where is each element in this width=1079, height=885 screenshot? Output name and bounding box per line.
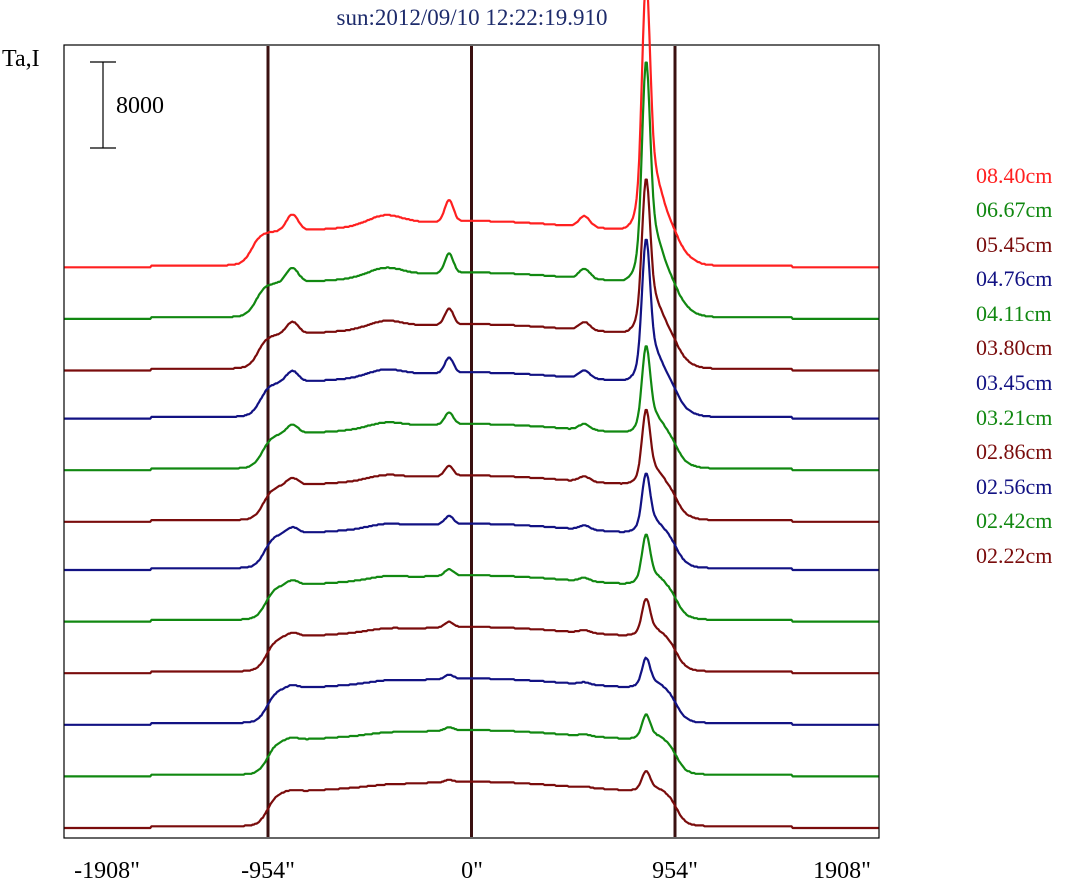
x-tick-label: 0": [461, 858, 483, 884]
legend-item: 06.67cm: [976, 197, 1052, 222]
series-line: [64, 533, 879, 623]
x-tick-label: -954": [241, 858, 295, 884]
vertical-lines: [266, 46, 677, 837]
legend-item: 03.21cm: [976, 405, 1052, 430]
series-line: [64, 345, 879, 472]
legend: 08.40cm 06.67cm 05.45cm 04.76cm 04.11cm …: [976, 163, 1052, 568]
x-tick-label: -1908": [74, 858, 140, 884]
legend-item: 04.76cm: [976, 266, 1052, 291]
series-line: [64, 61, 879, 320]
scale-bar: 8000: [90, 61, 164, 149]
series-line: [64, 472, 879, 572]
series-line: [64, 598, 879, 675]
x-ticks: -1908" -954" 0" 954" 1908": [74, 858, 871, 884]
legend-item: 08.40cm: [976, 163, 1052, 188]
x-tick-label: 1908": [813, 858, 871, 884]
legend-item: 02.22cm: [976, 543, 1052, 568]
series-line: [64, 713, 879, 778]
chart-title: sun:2012/09/10 12:22:19.910: [337, 5, 608, 30]
series-group: [64, 0, 879, 830]
series-line: [64, 770, 879, 830]
plot-frame: [63, 44, 880, 839]
legend-item: 02.42cm: [976, 508, 1052, 533]
series-line: [64, 238, 879, 420]
legend-item: 02.56cm: [976, 474, 1052, 499]
y-axis-label: Ta,I: [2, 46, 40, 72]
series-line: [64, 178, 879, 372]
legend-item: 05.45cm: [976, 232, 1052, 257]
legend-item: 02.86cm: [976, 439, 1052, 464]
series-line: [64, 408, 879, 523]
legend-item: 03.80cm: [976, 335, 1052, 360]
series-line: [64, 0, 879, 269]
scale-bar-label: 8000: [116, 93, 164, 119]
series-line: [64, 656, 879, 726]
legend-item: 04.11cm: [976, 301, 1052, 326]
x-tick-label: 954": [652, 858, 698, 884]
legend-item: 03.45cm: [976, 370, 1052, 395]
